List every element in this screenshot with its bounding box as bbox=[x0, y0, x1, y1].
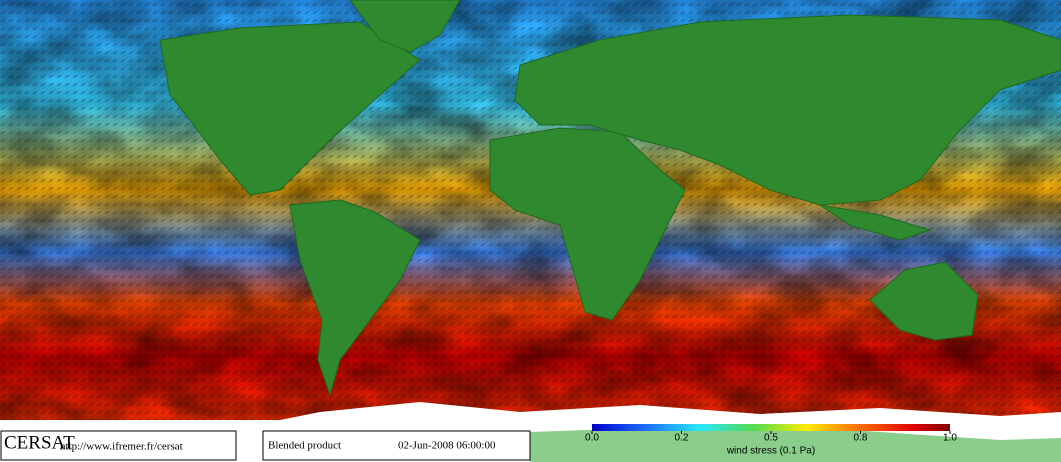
antarctica-relief bbox=[530, 426, 1061, 462]
logo: CERSAT bbox=[4, 432, 75, 453]
colorbar-tick-label: 0.2 bbox=[675, 433, 689, 444]
colorbar-tick-label: 1.0 bbox=[943, 433, 957, 444]
logo-box bbox=[0, 430, 237, 461]
colorbar-tick-label: 0.8 bbox=[854, 433, 868, 444]
colorbar bbox=[592, 424, 950, 431]
date: 02-Jun-2008 06:00:00 bbox=[398, 440, 496, 452]
product-box bbox=[262, 430, 531, 461]
continents bbox=[159, 0, 1061, 397]
colorbar-tick-label: 0.0 bbox=[585, 433, 599, 444]
colorbar-label: wind stress (0.1 Pa) bbox=[726, 446, 815, 457]
product: Blended product bbox=[268, 440, 341, 452]
colorbar-tick-label: 0.5 bbox=[764, 433, 778, 444]
url: http://www.ifremer.fr/cersat bbox=[60, 441, 183, 453]
